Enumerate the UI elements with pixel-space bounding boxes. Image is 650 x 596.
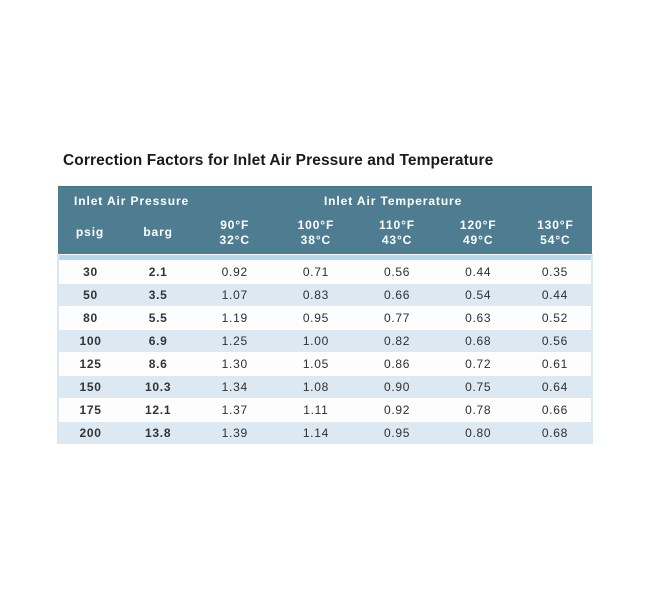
- table-cell: 0.35: [518, 260, 594, 284]
- page: Correction Factors for Inlet Air Pressur…: [56, 152, 594, 444]
- table-cell: 0.80: [437, 421, 519, 444]
- temp-c-label: 38°C: [300, 232, 332, 247]
- table-cell: 0.77: [356, 306, 438, 330]
- table-cell: 1.37: [194, 398, 276, 422]
- table-cell: 200: [56, 421, 123, 444]
- temp-f-label: 110°F: [379, 217, 416, 232]
- temp-c-label: 32°C: [219, 232, 250, 247]
- table-row: 30 2.1 0.92 0.71 0.56 0.44 0.35: [56, 260, 594, 284]
- column-header-temp-130f: 130°F 54°C: [518, 214, 592, 255]
- table-row: 150 10.3 1.34 1.08 0.90 0.75 0.64: [56, 375, 594, 399]
- table-body: 30 2.1 0.92 0.71 0.56 0.44 0.35 50 3.5 1.07 0.83 0.…: [56, 254, 594, 444]
- temp-c-label: 49°C: [462, 232, 494, 247]
- table-row: 200 13.8 1.39 1.14 0.95 0.80 0.68: [56, 421, 594, 444]
- table-cell: 1.30: [194, 352, 276, 376]
- table-cell: 30: [56, 260, 123, 284]
- column-header-temp-100f: 100°F 38°C: [275, 214, 357, 255]
- table-cell: 0.56: [356, 260, 438, 284]
- column-header-barg: barg: [122, 214, 195, 255]
- temp-c-label: 54°C: [540, 232, 571, 247]
- table-cell: 1.14: [275, 421, 357, 444]
- column-header-temp-110f: 110°F 43°C: [356, 214, 438, 255]
- column-header-row: psig barg 90°F 32°C 100°F 38°C 110°F 43°C 1…: [58, 214, 592, 255]
- table-cell: 0.44: [437, 260, 519, 284]
- column-header-psig: psig: [58, 214, 123, 255]
- group-header-row: Inlet Air Pressure Inlet Air Temperature: [58, 186, 592, 214]
- table-cell: 175: [56, 398, 123, 422]
- column-header-temp-120f: 120°F 49°C: [437, 214, 519, 255]
- temp-f-label: 100°F: [297, 217, 335, 232]
- table-row: 80 5.5 1.19 0.95 0.77 0.63 0.52: [56, 306, 594, 330]
- table-cell: 0.54: [437, 283, 519, 307]
- temp-f-label: 90°F: [220, 217, 250, 232]
- temp-c-label: 43°C: [381, 232, 413, 247]
- column-header-temp-90f: 90°F 32°C: [194, 214, 276, 255]
- table-cell: 0.86: [356, 352, 438, 376]
- table-cell: 6.9: [122, 329, 195, 353]
- table-cell: 0.82: [356, 329, 438, 353]
- table-cell: 1.11: [275, 398, 357, 422]
- table-cell: 0.68: [518, 421, 594, 444]
- table-cell: 5.5: [122, 306, 195, 330]
- table-cell: 0.95: [275, 306, 357, 330]
- correction-factors-table: Inlet Air Pressure Inlet Air Temperature…: [56, 186, 594, 444]
- table-cell: 125: [56, 352, 123, 376]
- table-cell: 0.63: [437, 306, 519, 330]
- divider-strip: [57, 254, 593, 261]
- table-cell: 0.56: [518, 329, 594, 353]
- table-cell: 0.61: [518, 352, 594, 376]
- table-row: 175 12.1 1.37 1.11 0.92 0.78 0.66: [56, 398, 594, 422]
- table-cell: 3.5: [122, 283, 195, 307]
- table-cell: 1.07: [194, 283, 276, 307]
- table-cell: 0.66: [356, 283, 438, 307]
- table-cell: 2.1: [122, 260, 195, 284]
- table-cell: 1.08: [275, 375, 357, 399]
- table-cell: 0.44: [518, 283, 594, 307]
- table-cell: 1.05: [275, 352, 357, 376]
- table-cell: 0.92: [356, 398, 438, 422]
- table-cell: 0.66: [518, 398, 594, 422]
- table-row: 100 6.9 1.25 1.00 0.82 0.68 0.56: [56, 329, 594, 353]
- page-title: Correction Factors for Inlet Air Pressur…: [63, 152, 494, 169]
- table-cell: 0.83: [275, 283, 357, 307]
- table-cell: 0.75: [437, 375, 519, 399]
- table-cell: 0.52: [518, 306, 594, 330]
- table-cell: 0.78: [437, 398, 519, 422]
- table-cell: 0.72: [437, 352, 519, 376]
- table-cell: 50: [56, 283, 123, 307]
- table-cell: 80: [56, 306, 123, 330]
- table-cell: 0.92: [194, 260, 276, 284]
- table-cell: 8.6: [122, 352, 195, 376]
- table-cell: 1.19: [194, 306, 276, 330]
- table-cell: 0.71: [275, 260, 357, 284]
- table-row: 125 8.6 1.30 1.05 0.86 0.72 0.61: [56, 352, 594, 376]
- table-cell: 1.34: [194, 375, 276, 399]
- table-header: Inlet Air Pressure Inlet Air Temperature…: [58, 186, 592, 255]
- table-cell: 10.3: [122, 375, 195, 399]
- table-cell: 1.39: [194, 421, 276, 444]
- table-cell: 150: [56, 375, 123, 399]
- table-cell: 0.64: [518, 375, 594, 399]
- temp-f-label: 130°F: [537, 217, 574, 232]
- header-inlet-air-temperature: Inlet Air Temperature: [194, 186, 592, 214]
- table-cell: 13.8: [122, 421, 195, 444]
- table-cell: 12.1: [122, 398, 195, 422]
- table-cell: 0.68: [437, 329, 519, 353]
- table-cell: 0.95: [356, 421, 438, 444]
- header-inlet-air-pressure: Inlet Air Pressure: [58, 186, 195, 214]
- table-cell: 100: [56, 329, 123, 353]
- table-cell: 1.00: [275, 329, 357, 353]
- table-cell: 0.90: [356, 375, 438, 399]
- divider-strip-cell: [57, 254, 593, 261]
- table-row: 50 3.5 1.07 0.83 0.66 0.54 0.44: [56, 283, 594, 307]
- temp-f-label: 120°F: [459, 217, 497, 232]
- table-cell: 1.25: [194, 329, 276, 353]
